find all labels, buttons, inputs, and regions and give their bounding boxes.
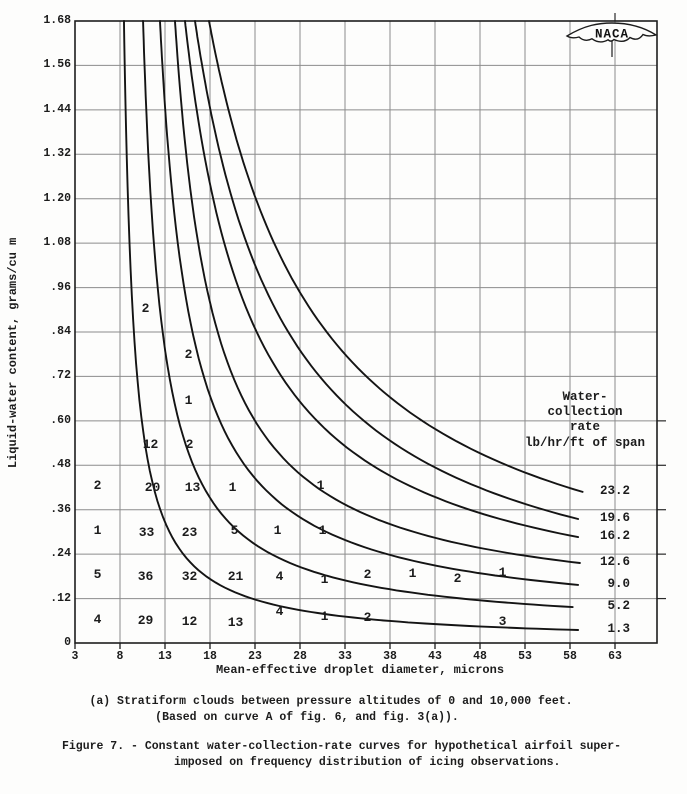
x-tick-label-43: 43 (428, 650, 442, 663)
frequency-count-23-28-.12-.24: 4 (275, 569, 284, 585)
frequency-count-13-18-0-.12: 12 (181, 613, 198, 629)
y-tick-label-0: 0 (64, 636, 71, 649)
frequency-count-48-53-.12-.24: 1 (498, 565, 507, 581)
curve-1.3 (123, 20, 580, 631)
frequency-count-8-13-.48-.60: 12 (142, 437, 159, 453)
frequency-count-13-18-.60-.72: 1 (184, 392, 193, 408)
x-tick-label-3: 3 (71, 650, 79, 663)
frequency-count-8-13-.36-.48: 20 (144, 480, 161, 496)
frequency-count-18-23-.36-.48: 1 (228, 480, 237, 496)
figure-caption-line-2: imposed on frequency distribution of ici… (174, 756, 561, 769)
x-tick-label-63: 63 (608, 650, 622, 663)
frequency-count-18-23-.24-.36: 5 (230, 522, 239, 538)
collection-rate-curves (123, 20, 584, 631)
frequency-count-8-13-.24-.36: 33 (138, 524, 155, 540)
frequency-count-13-18-.36-.48: 13 (184, 480, 201, 496)
y-tick-label-.36: .36 (50, 502, 71, 516)
frequency-count-13-18-.24-.36: 23 (181, 524, 198, 540)
legend-title-line-2: collection (547, 405, 623, 419)
legend-title-line-3: rate (569, 420, 600, 434)
x-tick-label-33: 33 (338, 650, 352, 663)
y-tick-label-.24: .24 (50, 547, 71, 561)
frequency-count-28-33-.24-.36: 1 (318, 522, 327, 538)
y-tick-label-1.44: 1.44 (43, 102, 71, 116)
frequency-count-28-33-.36-.48: 1 (316, 478, 325, 494)
curve-23.2 (208, 20, 584, 493)
frequency-count-8-13-.12-.24: 36 (137, 569, 154, 585)
y-tick-label-.72: .72 (50, 369, 71, 383)
frequency-count-18-23-.12-.24: 21 (227, 569, 244, 585)
naca-emblem: NACA (565, 22, 658, 57)
x-tick-label-48: 48 (473, 650, 487, 663)
rate-label-1.3: 1.3 (607, 622, 630, 637)
y-tick-label-.48: .48 (50, 458, 71, 472)
figure-caption-line-1: Figure 7. - Constant water-collection-ra… (62, 740, 621, 753)
frequency-count-48-53-0-.12: 3 (498, 613, 507, 629)
y-tick-label-1.32: 1.32 (43, 147, 71, 161)
x-tick-label-13: 13 (158, 650, 172, 663)
curve-12.6 (174, 20, 581, 564)
frequency-count-8-13-0-.12: 29 (137, 612, 154, 628)
frequency-count-13-18-.48-.60: 2 (185, 437, 194, 453)
frequency-count-28-33-.12-.24: 1 (320, 572, 329, 588)
curve-5.2 (142, 20, 574, 609)
legend-title-line-1: Water- (562, 390, 608, 404)
frequency-count-13-18-.72-.84: 2 (184, 347, 193, 363)
x-axis-title: Mean-effective droplet diameter, microns (215, 663, 505, 677)
rate-label-16.2: 16.2 (599, 529, 630, 544)
y-tick-label-1.08: 1.08 (43, 236, 71, 250)
frequency-count-23-28-.24-.36: 1 (273, 522, 282, 538)
legend-title-line-4: lb/hr/ft of span (524, 436, 646, 450)
y-tick-label-1.56: 1.56 (43, 58, 71, 72)
grid-lines (75, 21, 657, 643)
plot-border (74, 20, 658, 644)
frequency-count-3-8-.24-.36: 1 (93, 522, 102, 538)
frequency-count-33-38-0-.12: 2 (363, 609, 372, 625)
frequency-count-8-13-.84-.96: 2 (141, 300, 150, 316)
rate-label-19.6: 19.6 (599, 510, 630, 525)
x-tick-label-23: 23 (248, 650, 262, 663)
y-tick-label-.84: .84 (50, 325, 71, 338)
curve-16.2 (184, 20, 580, 539)
y-tick-label-.60: .60 (50, 413, 71, 427)
rate-label-12.6: 12.6 (599, 555, 630, 570)
axis-tick-marks (74, 13, 666, 649)
x-tick-label-53: 53 (518, 650, 532, 663)
x-tick-label-8: 8 (116, 650, 124, 663)
x-tick-label-28: 28 (293, 650, 307, 663)
x-tick-label-18: 18 (203, 650, 217, 663)
naca-wings-icon (565, 22, 658, 43)
caption-sub-line-1: (a) Stratiform clouds between pressure a… (89, 695, 573, 708)
rate-label-5.2: 5.2 (607, 599, 630, 614)
y-axis-title: Liquid-water content, grams/cu m (6, 237, 21, 469)
frequency-count-3-8-0-.12: 4 (93, 611, 102, 627)
y-tick-label-.96: .96 (50, 280, 71, 294)
y-tick-label-1.68: 1.68 (43, 14, 71, 27)
caption-sub-line-2: (Based on curve A of fig. 6, and fig. 3(… (155, 711, 459, 724)
x-tick-label-58: 58 (563, 650, 577, 663)
frequency-count-43-48-.12-.24: 2 (453, 571, 462, 587)
curve-19.6 (194, 20, 580, 520)
frequency-count-28-33-0-.12: 1 (320, 608, 329, 624)
frequency-count-18-23-0-.12: 13 (227, 614, 244, 630)
frequency-count-38-43-.12-.24: 1 (408, 566, 417, 582)
frequency-count-3-8-.12-.24: 5 (93, 567, 102, 583)
frequency-count-13-18-.12-.24: 32 (181, 569, 198, 585)
rate-label-23.2: 23.2 (599, 483, 630, 498)
rate-label-9.0: 9.0 (607, 576, 630, 591)
frequency-count-23-28-0-.12: 4 (275, 603, 284, 619)
frequency-count-3-8-.36-.48: 2 (93, 478, 102, 494)
y-tick-label-1.20: 1.20 (43, 191, 71, 205)
x-tick-label-38: 38 (383, 650, 397, 663)
frequency-count-33-38-.12-.24: 2 (363, 567, 372, 583)
curve-9.0 (159, 20, 580, 586)
y-tick-label-.12: .12 (50, 591, 71, 605)
naca-emblem-text: NACA (595, 28, 629, 42)
